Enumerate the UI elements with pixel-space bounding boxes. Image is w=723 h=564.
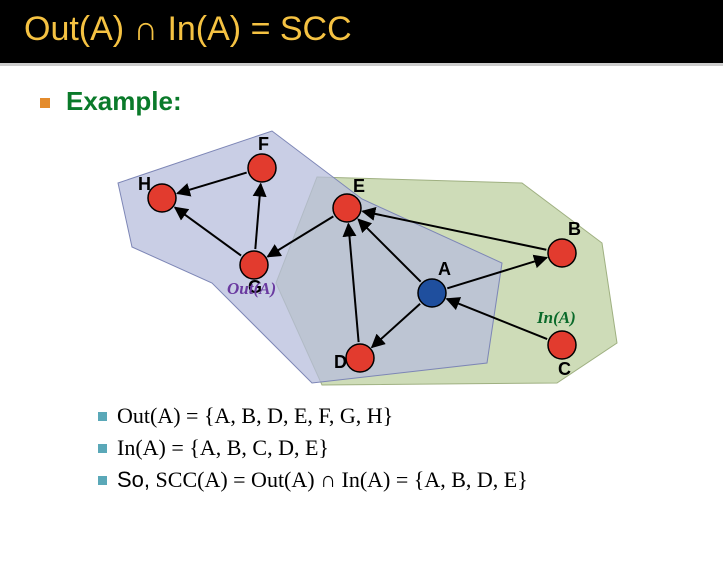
svg-text:E: E [353,176,365,196]
svg-text:D: D [334,352,347,372]
svg-text:B: B [568,219,581,239]
example-label: Example: [66,86,182,117]
bullet-icon [98,444,107,453]
bullet-in: In(A) = {A, B, C, D, E} [98,435,683,461]
svg-text:In(A): In(A) [536,308,576,327]
svg-text:F: F [258,134,269,154]
out-set-text: Out(A) = {A, B, D, E, F, G, H} [117,403,393,429]
in-set-text: In(A) = {A, B, C, D, E} [117,435,329,461]
slide-title: Out(A) ∩ In(A) = SCC [24,10,699,49]
so-prefix: So, [117,467,150,492]
bullet-list: Out(A) = {A, B, D, E, F, G, H} In(A) = {… [98,403,683,493]
bullet-icon [40,98,50,108]
svg-text:C: C [558,359,571,379]
graph-diagram: ABCDEFGHOut(A)In(A) [92,123,632,393]
bullet-icon [98,476,107,485]
example-heading: Example: [40,86,683,117]
graph-svg: ABCDEFGHOut(A)In(A) [92,123,632,393]
bullet-icon [98,412,107,421]
bullet-scc: So, SCC(A) = Out(A) ∩ In(A) = {A, B, D, … [98,467,683,493]
content-area: Example: ABCDEFGHOut(A)In(A) Out(A) = {A… [0,66,723,493]
scc-set-text: So, SCC(A) = Out(A) ∩ In(A) = {A, B, D, … [117,467,528,493]
svg-text:H: H [138,174,151,194]
svg-text:Out(A): Out(A) [227,279,276,298]
bullet-out: Out(A) = {A, B, D, E, F, G, H} [98,403,683,429]
title-bar: Out(A) ∩ In(A) = SCC [0,0,723,66]
scc-rest: SCC(A) = Out(A) ∩ In(A) = {A, B, D, E} [150,467,528,492]
svg-text:A: A [438,259,451,279]
